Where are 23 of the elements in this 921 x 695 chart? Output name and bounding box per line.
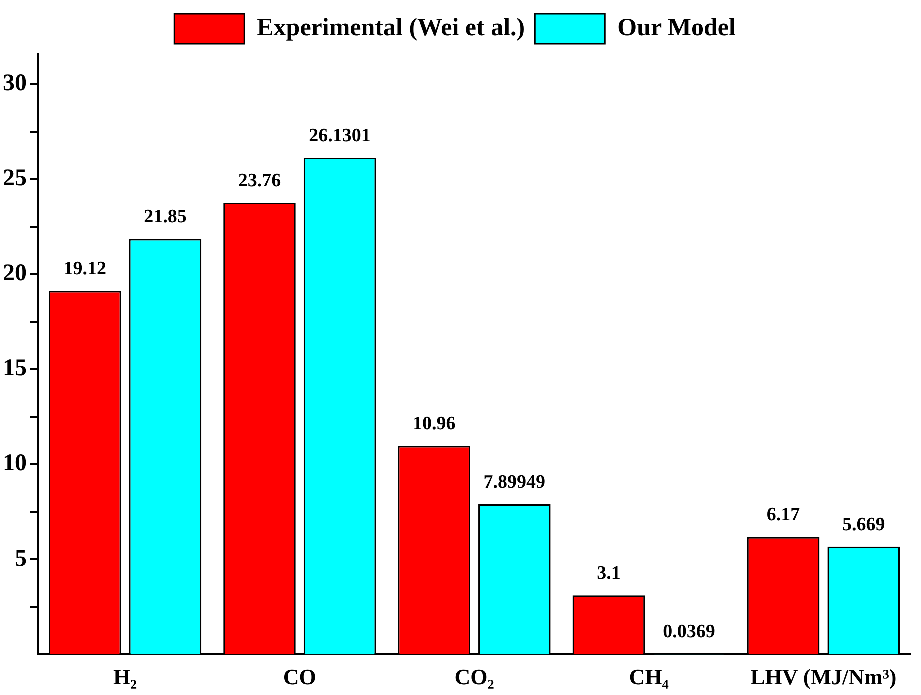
x-tick-label: H₂ — [113, 664, 138, 690]
data-label: 19.12 — [64, 258, 107, 280]
data-label: 6.17 — [766, 504, 801, 526]
x-tick-label: CH₄ — [629, 664, 670, 690]
data-label: 10.96 — [412, 414, 456, 435]
x-tick-label: CO₂ — [454, 664, 495, 690]
legend-label: Our Model — [618, 14, 736, 42]
y-tick-label: 20 — [3, 260, 27, 287]
x-tick-label: LHV (MJ/Nm³) — [750, 664, 897, 690]
x-tick-label: CO — [283, 664, 316, 690]
data-label: 23.76 — [238, 170, 282, 192]
data-label: 3.1 — [597, 563, 621, 584]
y-tick-label: 15 — [3, 356, 27, 382]
data-label: 21.85 — [144, 206, 187, 228]
data-label: 0.0369 — [663, 621, 716, 642]
y-tick-label: 5 — [15, 546, 27, 572]
y-tick-label: 30 — [3, 70, 27, 97]
legend-label: Experimental (Wei et al.) — [257, 14, 526, 42]
y-tick-label: 25 — [3, 166, 27, 192]
y-tick-label: 10 — [3, 450, 27, 477]
data-label: 5.669 — [842, 514, 886, 536]
data-label: 7.89949 — [484, 472, 546, 493]
data-label: 26.1301 — [309, 125, 371, 146]
